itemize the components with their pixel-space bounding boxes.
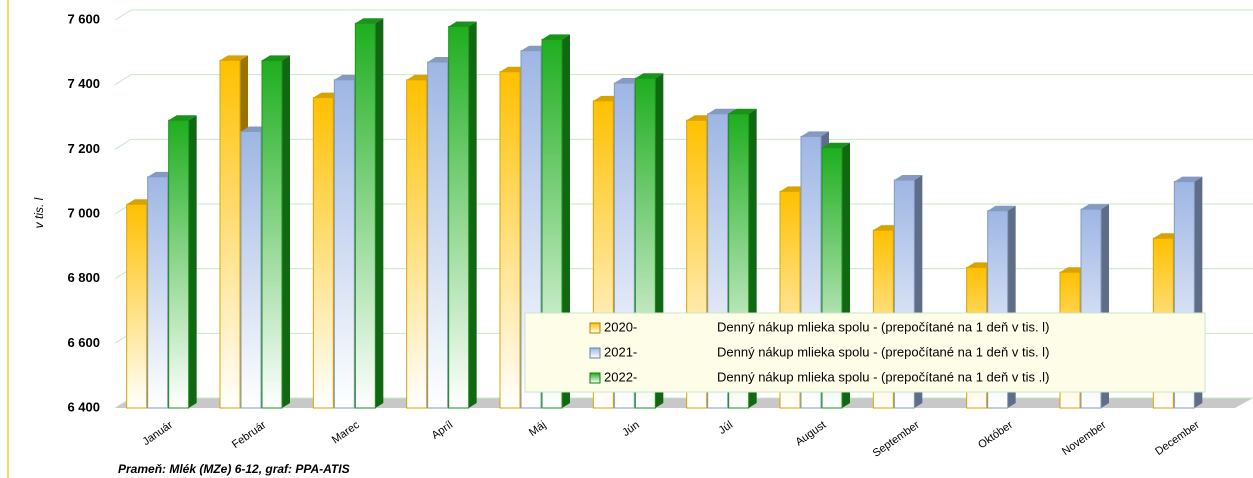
bar [448,25,470,409]
y-tick-label: 7 400 [67,76,100,91]
x-tick-label: September [871,419,922,460]
x-tick-label: Apríl [430,419,455,442]
bar [219,59,241,409]
y-tick-label: 6 400 [67,399,100,414]
legend [524,312,1206,393]
bar-top [355,18,384,24]
bar-top [987,205,1016,211]
legend-swatch [589,372,601,384]
bar-top [801,131,829,137]
bar-top [1174,176,1203,182]
bar [406,79,428,409]
y-tick-label: 6 800 [67,270,100,285]
bar-top [894,175,923,181]
y-tick-label: 6 600 [67,335,100,350]
bar-top [168,115,197,121]
bar [147,176,169,409]
bar [261,59,283,409]
bar [126,203,148,409]
bar-top [542,34,570,40]
x-tick-label: December [1153,419,1202,458]
bar [354,22,376,409]
legend-swatch [589,347,601,359]
bar-side [188,115,197,408]
bar-top [1081,204,1109,210]
legend-description: Denný nákup mlieka spolu - (prepočítané … [717,344,1049,359]
y-axis-label: v tis. l [32,197,46,228]
bar-top [822,142,850,148]
bar [499,71,521,409]
legend-description: Denný nákup mlieka spolu - (prepočítané … [717,319,1049,334]
legend-label: 2021- [604,344,637,359]
bar [427,61,449,409]
bar [240,131,262,409]
bar-top [448,21,477,27]
x-tick-label: Február [230,419,269,451]
legend-swatch [589,322,601,334]
x-tick-label: November [1060,419,1109,458]
source-note: Prameň: Mlék (MZe) 6-12, graf: PPA-ATIS [118,462,350,476]
legend-label: 2022- [604,369,637,384]
bar-top [262,55,290,61]
y-tick-label: 7 200 [67,141,100,156]
y-tick-label: 7 000 [67,205,100,220]
grid-line [114,9,1253,21]
legend-label: 2020- [604,319,637,334]
y-tick-label: 7 600 [67,11,100,26]
legend-description: Denný nákup mlieka spolu - (prepočítané … [717,369,1049,384]
grid-line [114,74,1253,86]
bar [333,79,355,409]
x-tick-label: Október [976,419,1015,451]
bar-top [707,108,736,114]
x-tick-label: Jún [620,419,641,439]
x-tick-label: Júl [717,419,735,437]
x-tick-label: Január [141,419,176,448]
bar-top [635,73,664,79]
bar-side [375,18,384,408]
bar [312,97,334,409]
bar-top [220,55,248,61]
bar-side [468,21,477,408]
x-tick-label: Máj [527,419,548,439]
grid-line [114,138,1253,150]
bar-top [728,108,757,114]
x-tick-label: Marec [330,419,362,447]
bar [168,119,190,409]
bar-side [282,55,290,409]
x-tick-label: August [793,419,828,448]
